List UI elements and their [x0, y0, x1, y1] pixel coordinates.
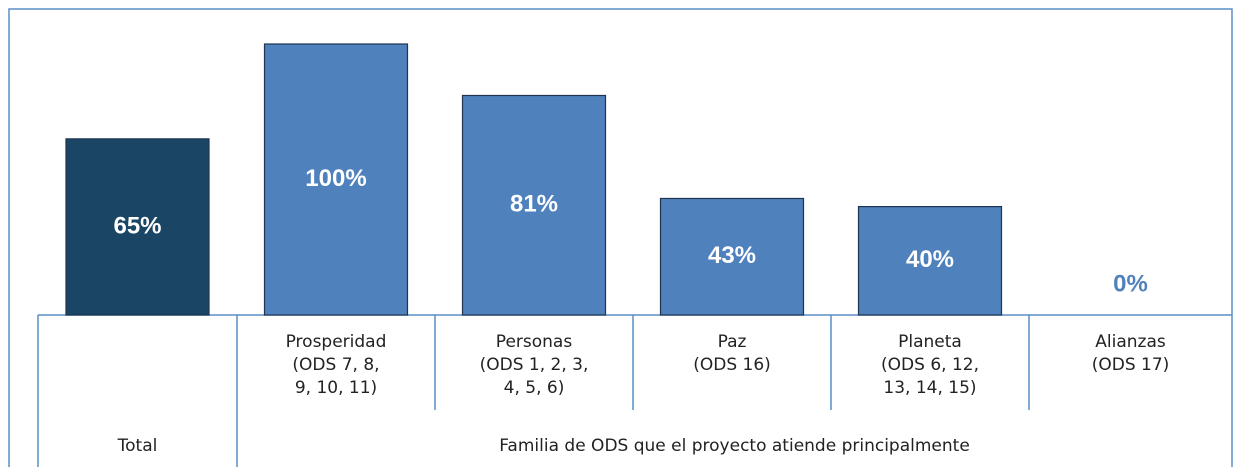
value-label: 81% — [510, 191, 558, 218]
x-tick-label: Paz (ODS 16) — [693, 332, 771, 375]
bar — [857, 206, 1003, 316]
x-tick-label: Alianzas (ODS 17) — [1091, 332, 1170, 375]
x-tick-label: Personas (ODS 1, 2, 3, 4, 5, 6) — [479, 332, 589, 398]
bar — [263, 43, 409, 316]
bar — [65, 138, 210, 316]
bar — [659, 197, 805, 316]
x-tick-label: Prosperidad (ODS 7, 8, 9, 10, 11) — [285, 332, 387, 398]
bar — [461, 94, 607, 316]
frame — [8, 8, 1233, 467]
group-label: Total — [117, 436, 158, 456]
value-label: 43% — [708, 242, 756, 269]
x-tick-label: Planeta (ODS 6, 12, 13, 14, 15) — [881, 332, 979, 398]
value-label: 65% — [113, 212, 161, 239]
value-label: 40% — [906, 246, 954, 273]
value-label: 100% — [305, 165, 366, 192]
value-label: 0% — [1113, 270, 1148, 297]
group-label: Familia de ODS que el proyecto atiende p… — [499, 436, 970, 456]
